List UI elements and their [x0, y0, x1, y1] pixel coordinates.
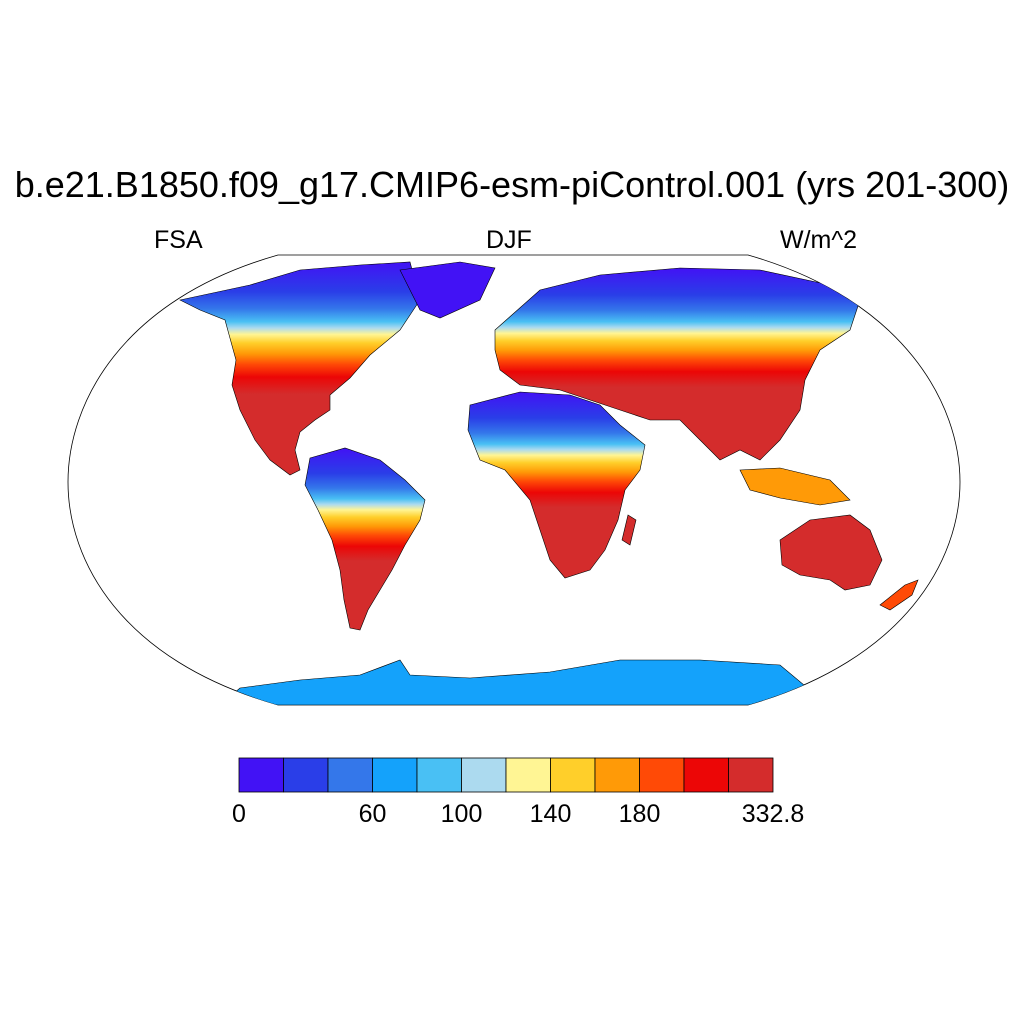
colorbar-tick-label: 0 [232, 800, 246, 828]
colorbar-swatch [550, 757, 596, 793]
colorbar-swatch [327, 757, 373, 793]
maritime-asia-landmass [739, 467, 851, 506]
units-label: W/m^2 [780, 226, 858, 254]
colorbar-swatch [283, 757, 329, 793]
australia-landmass [779, 514, 883, 591]
colorbar-swatch [238, 757, 284, 793]
colorbar-swatch [728, 757, 774, 793]
colorbar-tick-label: 180 [618, 800, 661, 828]
north-america-landmass [179, 261, 421, 476]
colorbar-swatch [372, 757, 418, 793]
greenland-landmass [399, 261, 496, 319]
colorbar-swatch [594, 757, 640, 793]
variable-label: FSA [154, 226, 203, 254]
colorbar-swatch [505, 757, 551, 793]
colorbar-tick-label: 100 [440, 800, 483, 828]
colorbar-tick-label: 332.8 [741, 800, 805, 828]
season-label: DJF [486, 226, 532, 254]
africa-landmass [467, 391, 646, 579]
colorbar-swatch [416, 757, 462, 793]
eurasia-landmass [494, 267, 861, 461]
colorbar-swatch [639, 757, 685, 793]
colorbar-tick-label: 140 [529, 800, 572, 828]
colorbar-swatch [461, 757, 507, 793]
madagascar-landmass [621, 514, 637, 546]
south-america-landmass [304, 447, 426, 631]
plot-title: b.e21.B1850.f09_g17.CMIP6-esm-piControl.… [14, 164, 1010, 205]
new-zealand-landmass [879, 579, 919, 611]
colorbar-swatch [683, 757, 729, 793]
colorbar-tick-label: 60 [358, 800, 387, 828]
